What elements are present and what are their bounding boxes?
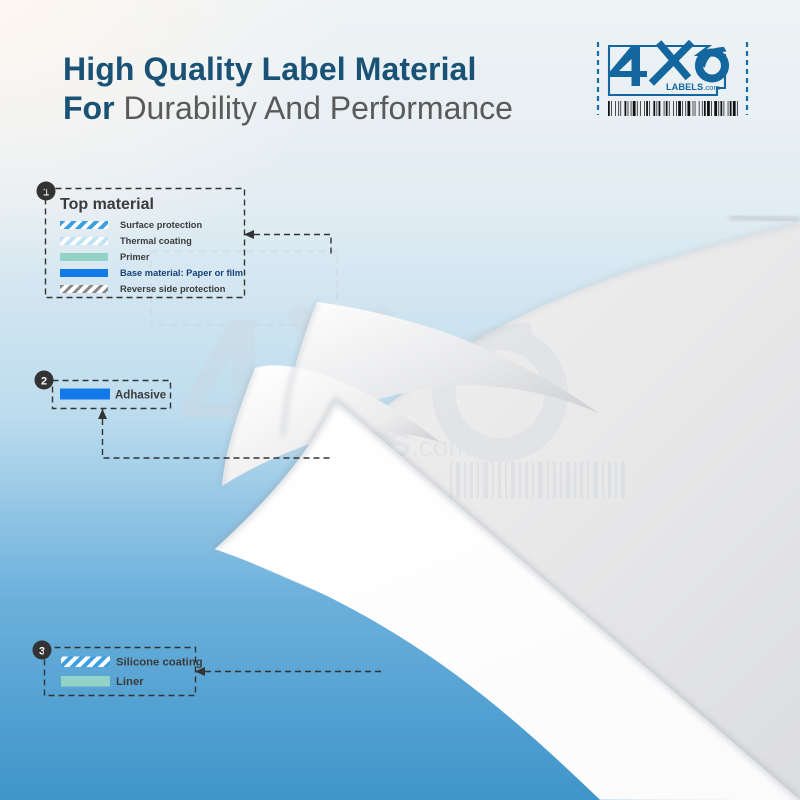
svg-text:Liner: Liner (116, 676, 144, 688)
svg-text:2: 2 (41, 376, 47, 388)
svg-text:Silicone coating: Silicone coating (116, 657, 203, 669)
svg-text:Adhasive: Adhasive (115, 390, 166, 402)
svg-text:LABELS.com: LABELS.com (666, 82, 720, 92)
